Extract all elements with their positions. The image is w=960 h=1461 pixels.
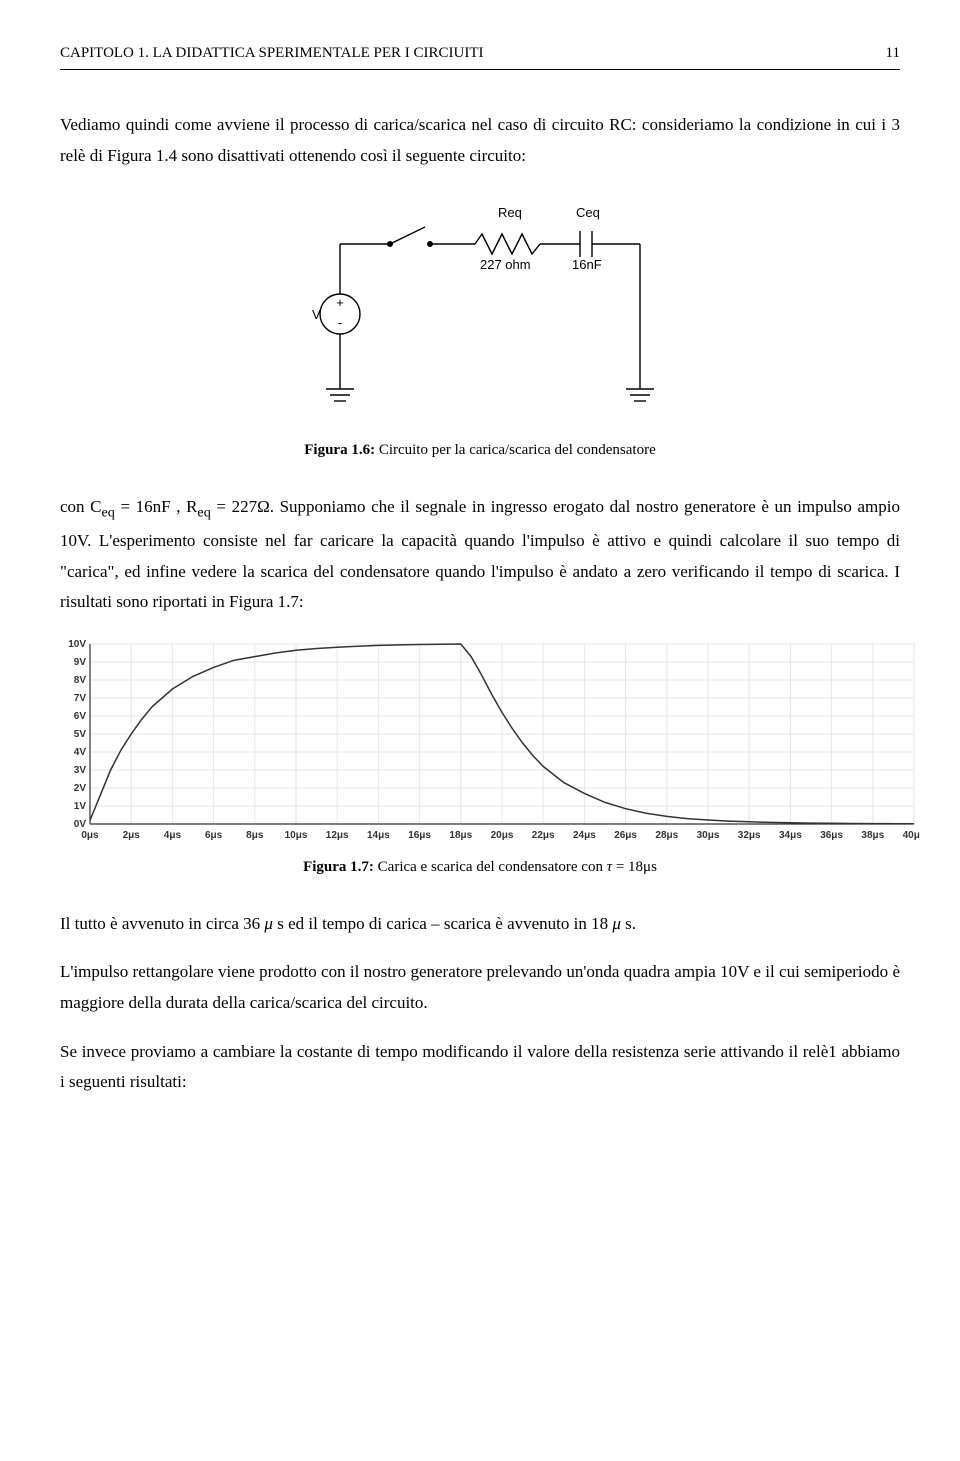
- svg-text:16μs: 16μs: [408, 830, 431, 841]
- svg-text:-: -: [338, 315, 342, 330]
- figure-1-6-text: Circuito per la carica/scarica del conde…: [375, 442, 656, 458]
- svg-text:1V: 1V: [74, 801, 87, 812]
- svg-text:6μs: 6μs: [205, 830, 223, 841]
- svg-text:30μs: 30μs: [697, 830, 720, 841]
- svg-text:28μs: 28μs: [655, 830, 678, 841]
- label-ceq: Ceq: [576, 205, 600, 220]
- svg-text:18μs: 18μs: [449, 830, 472, 841]
- svg-text:34μs: 34μs: [779, 830, 802, 841]
- label-v: V: [312, 307, 321, 322]
- chapter-label: CAPITOLO 1. LA DIDATTICA SPERIMENTALE PE…: [60, 40, 484, 67]
- header-rule: [60, 69, 900, 70]
- paragraph-intro: Vediamo quindi come avviene il processo …: [60, 110, 900, 171]
- svg-text:40μs: 40μs: [903, 830, 920, 841]
- svg-text:7V: 7V: [74, 693, 87, 704]
- circuit-diagram: + - V Req 227 ohm Ceq 16nF: [270, 189, 690, 429]
- rc-chart: 0V 1V 2V 3V 4V 5V 6V 7V 8V 9V 10V 0μs 2μs 4μs 6μs 8μs 10…: [60, 636, 920, 846]
- svg-text:4V: 4V: [74, 747, 87, 758]
- svg-text:2V: 2V: [74, 783, 87, 794]
- label-req: Req: [498, 205, 522, 220]
- svg-text:10V: 10V: [68, 639, 86, 650]
- svg-text:8V: 8V: [74, 675, 87, 686]
- svg-text:26μs: 26μs: [614, 830, 637, 841]
- figure-1-6-number: Figura 1.6:: [304, 442, 375, 458]
- svg-text:32μs: 32μs: [738, 830, 761, 841]
- svg-text:4μs: 4μs: [164, 830, 182, 841]
- svg-text:12μs: 12μs: [326, 830, 349, 841]
- label-ceq-value: 16nF: [572, 257, 602, 272]
- svg-text:8μs: 8μs: [246, 830, 264, 841]
- svg-text:36μs: 36μs: [820, 830, 843, 841]
- svg-text:0μs: 0μs: [81, 830, 99, 841]
- label-req-value: 227 ohm: [480, 257, 531, 272]
- figure-1-7-text-1: Carica e scarica del condensatore con: [374, 859, 607, 875]
- svg-text:2μs: 2μs: [123, 830, 141, 841]
- svg-text:38μs: 38μs: [861, 830, 884, 841]
- paragraph-eq: con Ceq = 16nF , Req = 227Ω. Supponiamo …: [60, 492, 900, 618]
- page-header: CAPITOLO 1. LA DIDATTICA SPERIMENTALE PE…: [60, 40, 900, 67]
- svg-text:20μs: 20μs: [491, 830, 514, 841]
- svg-text:3V: 3V: [74, 765, 87, 776]
- svg-text:24μs: 24μs: [573, 830, 596, 841]
- svg-text:10μs: 10μs: [285, 830, 308, 841]
- svg-text:5V: 5V: [74, 729, 87, 740]
- svg-text:6V: 6V: [74, 711, 87, 722]
- svg-text:9V: 9V: [74, 657, 87, 668]
- paragraph-method: L'impulso rettangolare viene prodotto co…: [60, 957, 900, 1018]
- paragraph-result: Il tutto è avvenuto in circa 36 μ s ed i…: [60, 909, 900, 940]
- figure-1-7-number: Figura 1.7:: [303, 859, 374, 875]
- svg-text:22μs: 22μs: [532, 830, 555, 841]
- page-number: 11: [886, 40, 900, 67]
- svg-text:14μs: 14μs: [367, 830, 390, 841]
- figure-1-6-caption: Figura 1.6: Circuito per la carica/scari…: [60, 437, 900, 464]
- figure-1-7-text-2: = 18μs: [612, 859, 657, 875]
- figure-1-7-caption: Figura 1.7: Carica e scarica del condens…: [60, 854, 900, 881]
- svg-text:0V: 0V: [74, 819, 87, 830]
- paragraph-change: Se invece proviamo a cambiare la costant…: [60, 1037, 900, 1098]
- svg-text:+: +: [336, 295, 344, 310]
